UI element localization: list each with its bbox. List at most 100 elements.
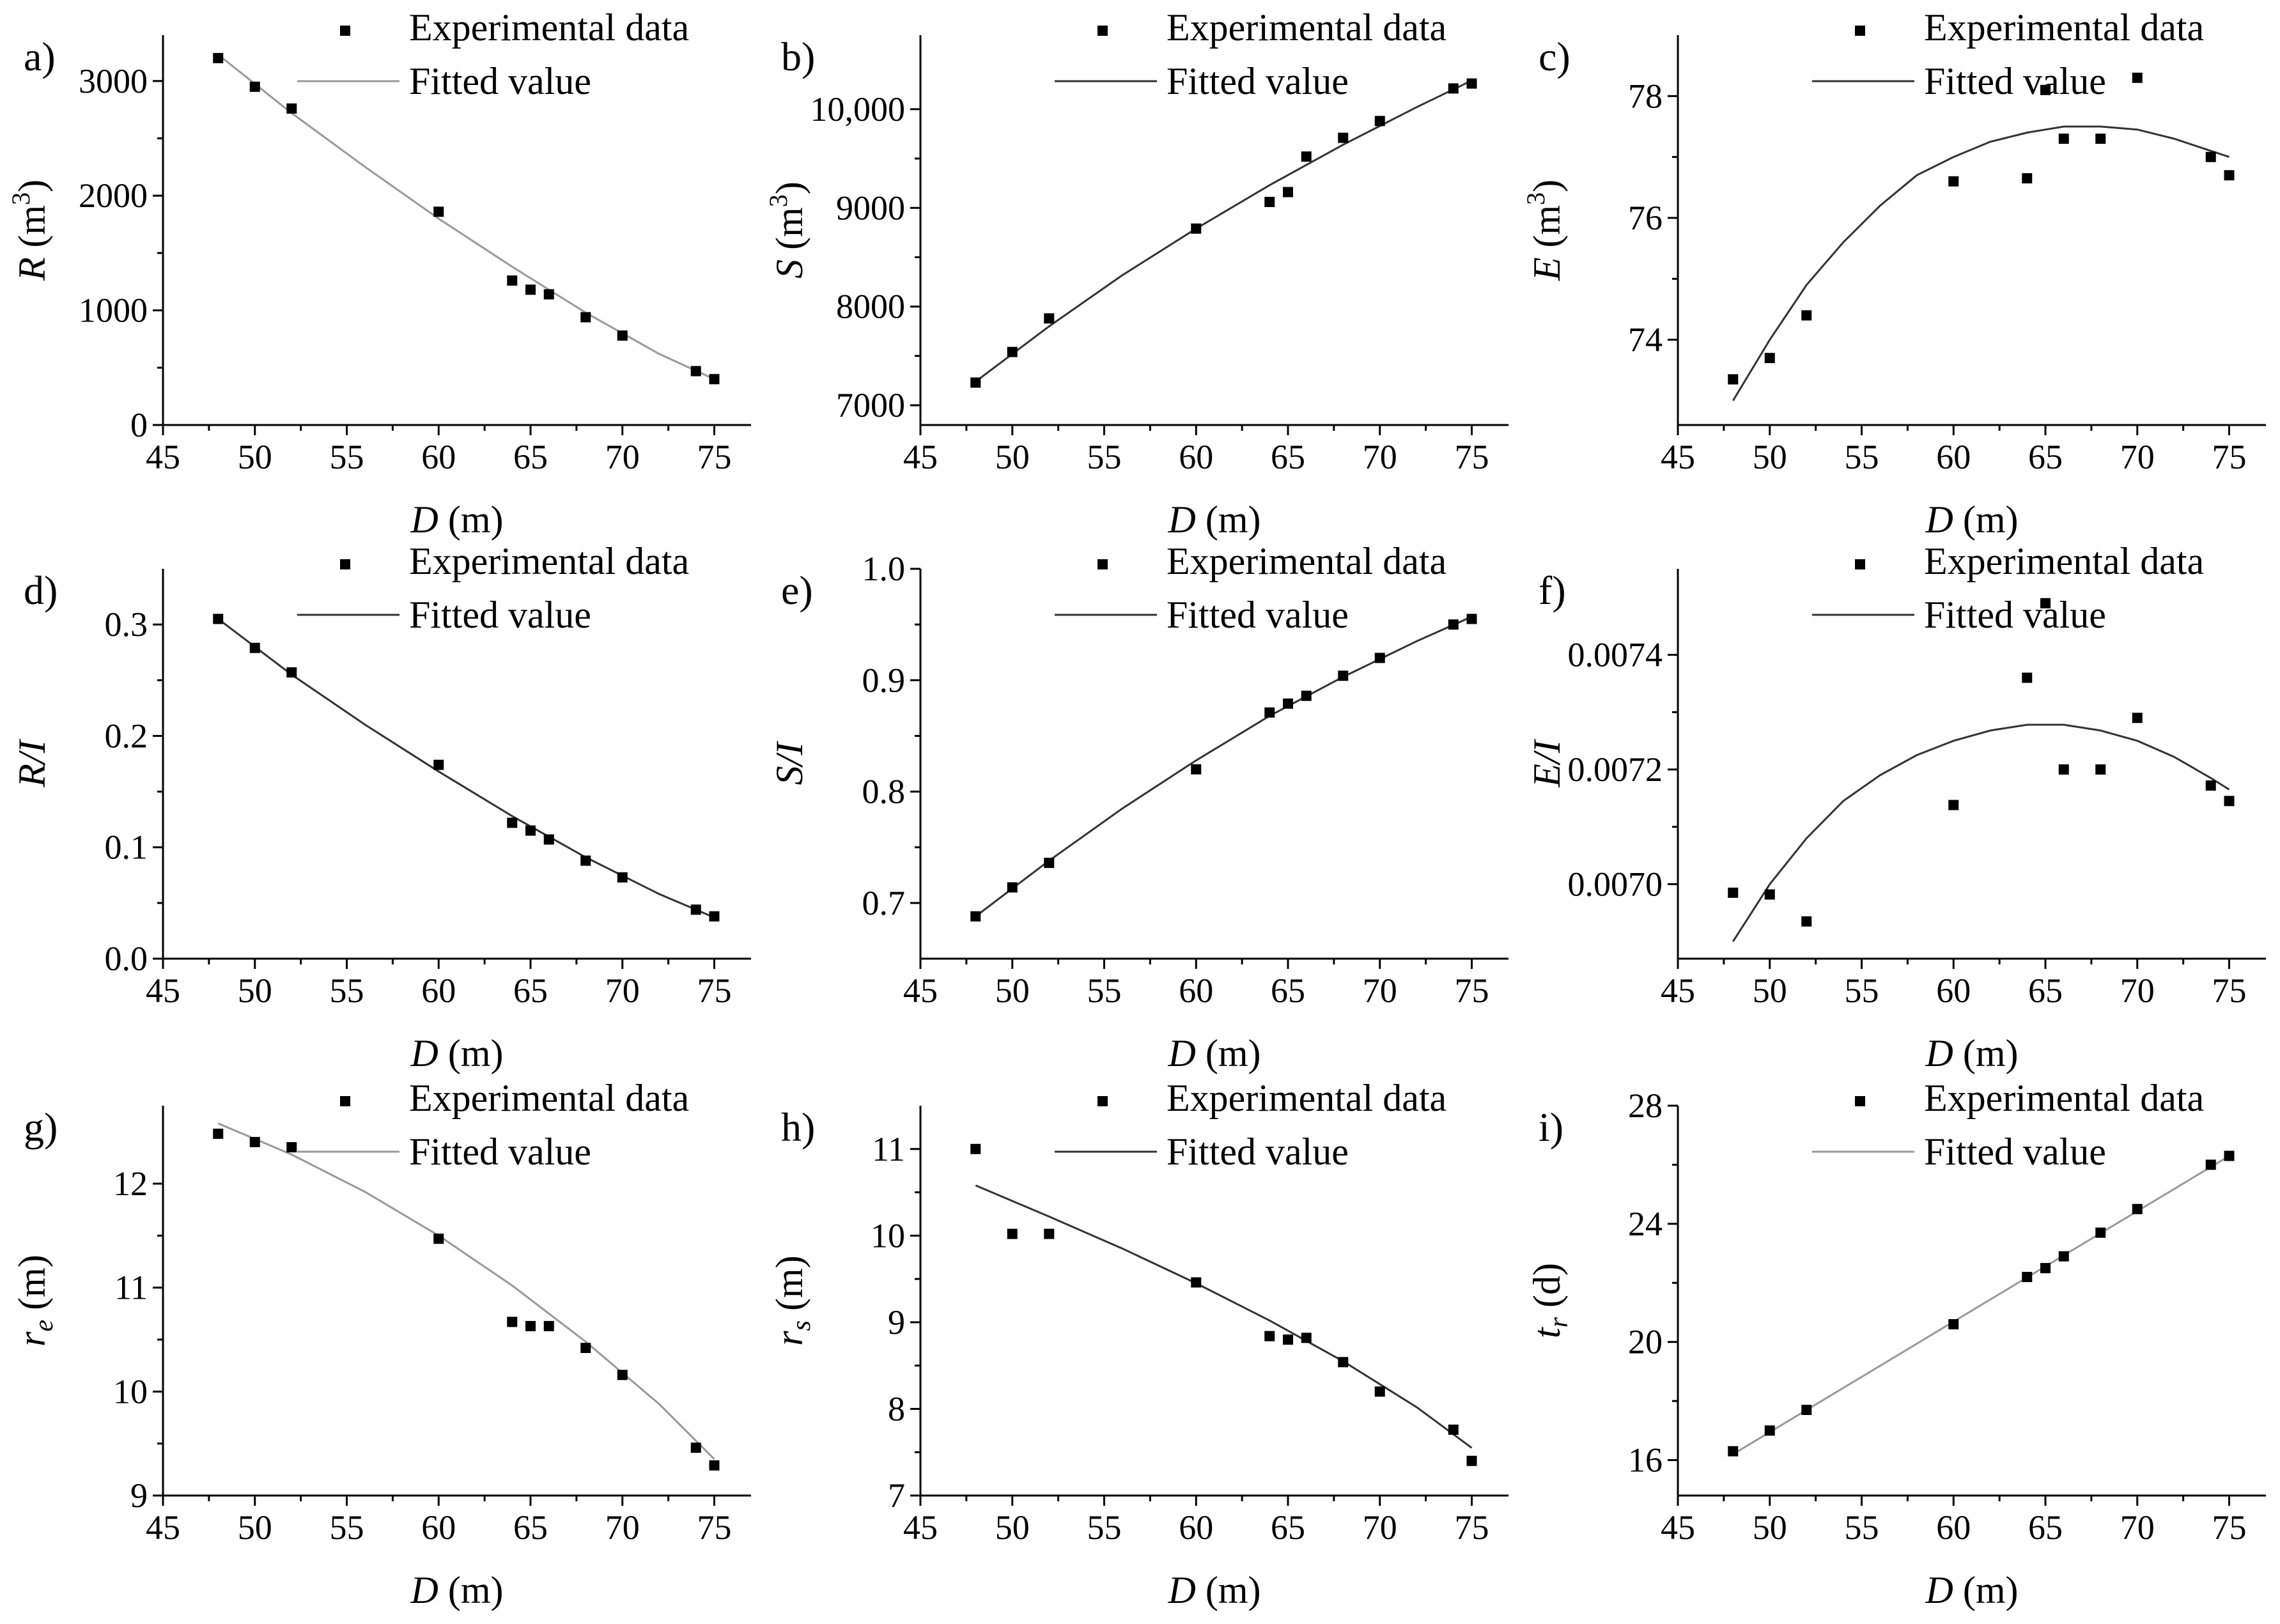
y-tick-label: 0.8 bbox=[862, 773, 906, 811]
x-tick-label: 70 bbox=[1363, 438, 1397, 476]
legend-label-fitted: Fitted value bbox=[1924, 60, 2106, 102]
data-point bbox=[286, 103, 297, 114]
y-tick-label: 11 bbox=[872, 1130, 905, 1168]
y-tick-label: 74 bbox=[1628, 321, 1663, 359]
x-tick-label: 45 bbox=[1661, 1508, 1695, 1547]
data-point bbox=[2058, 1251, 2069, 1262]
data-point bbox=[970, 377, 981, 388]
legend-label-experimental: Experimental data bbox=[1924, 540, 2204, 582]
data-point bbox=[249, 81, 260, 92]
x-tick-label: 65 bbox=[2028, 438, 2063, 476]
x-tick-label: 60 bbox=[1936, 971, 1971, 1010]
x-tick-label: 55 bbox=[1087, 438, 1122, 476]
legend-label-experimental: Experimental data bbox=[1924, 1077, 2204, 1119]
data-point bbox=[1283, 698, 1293, 709]
fitted-curve bbox=[217, 54, 715, 380]
y-tick-label: 0 bbox=[130, 406, 148, 444]
y-axis-title: R/I bbox=[11, 738, 53, 787]
y-tick-label: 76 bbox=[1628, 199, 1663, 237]
y-axis-var: R/I bbox=[11, 738, 53, 787]
x-tick-label: 75 bbox=[2212, 438, 2247, 476]
data-point bbox=[1466, 1455, 1477, 1466]
legend-label-fitted: Fitted value bbox=[1167, 594, 1349, 636]
x-axis-title: D (m) bbox=[1168, 499, 1261, 541]
y-axis-unit: (d) bbox=[1526, 1263, 1568, 1317]
data-point bbox=[709, 1460, 720, 1471]
x-tick-label: 55 bbox=[330, 971, 364, 1010]
x-axis-title: D (m) bbox=[410, 1032, 504, 1074]
panel-label: b) bbox=[781, 34, 815, 79]
legend-label-experimental: Experimental data bbox=[409, 1077, 689, 1119]
data-point bbox=[2022, 672, 2033, 683]
x-axis-var: D bbox=[1925, 1032, 1953, 1074]
x-tick-label: 75 bbox=[1455, 438, 1489, 476]
x-axis-var: D bbox=[1168, 499, 1196, 541]
y-tick-label: 1000 bbox=[79, 291, 148, 330]
data-point bbox=[1801, 1404, 1812, 1415]
x-tick-label: 45 bbox=[146, 971, 180, 1010]
legend-marker-experimental bbox=[340, 1096, 350, 1106]
data-point bbox=[433, 759, 444, 770]
y-axis-unit: (m bbox=[768, 207, 810, 259]
data-point bbox=[1948, 176, 1959, 187]
data-point bbox=[2058, 764, 2069, 775]
legend-marker-experimental bbox=[1855, 26, 1865, 36]
x-tick-label: 45 bbox=[146, 1508, 180, 1547]
data-point bbox=[1801, 916, 1812, 927]
data-point bbox=[1728, 1446, 1739, 1457]
data-point bbox=[2224, 1150, 2235, 1161]
legend-label-experimental: Experimental data bbox=[409, 540, 689, 582]
y-tick-label: 2000 bbox=[79, 176, 148, 215]
x-axis-unit: (m) bbox=[438, 1032, 504, 1074]
legend-marker-experimental bbox=[1097, 26, 1108, 36]
y-tick-label: 1.0 bbox=[862, 550, 906, 588]
data-point bbox=[2040, 1263, 2051, 1274]
x-tick-label: 75 bbox=[2212, 1508, 2247, 1547]
data-point bbox=[2095, 764, 2106, 775]
y-axis-var: t bbox=[1526, 1327, 1568, 1338]
data-point bbox=[970, 911, 981, 922]
x-axis-unit: (m) bbox=[1196, 1032, 1261, 1074]
x-axis-title: D (m) bbox=[410, 499, 504, 541]
x-tick-label: 60 bbox=[421, 971, 456, 1010]
x-tick-label: 50 bbox=[1753, 971, 1787, 1010]
x-axis-unit: (m) bbox=[438, 1569, 504, 1611]
x-tick-label: 60 bbox=[421, 1508, 456, 1547]
data-point bbox=[1466, 78, 1477, 89]
data-point bbox=[286, 1142, 297, 1153]
data-point bbox=[2095, 134, 2106, 144]
x-axis-unit: (m) bbox=[1953, 499, 2019, 541]
y-axis-var: R bbox=[11, 257, 53, 281]
data-point bbox=[2058, 134, 2069, 144]
legend-label-experimental: Experimental data bbox=[1167, 540, 1446, 582]
x-tick-label: 45 bbox=[146, 438, 180, 476]
x-axis-var: D bbox=[410, 1032, 438, 1074]
y-axis-title: R (m3) bbox=[6, 180, 53, 281]
x-axis-unit: (m) bbox=[1953, 1569, 2019, 1611]
x-axis-var: D bbox=[1168, 1032, 1196, 1074]
data-point bbox=[1764, 353, 1775, 364]
y-axis-superscript: 3 bbox=[6, 192, 35, 205]
legend-label-fitted: Fitted value bbox=[1167, 60, 1349, 102]
data-point bbox=[617, 330, 628, 341]
fitted-curve bbox=[975, 615, 1473, 917]
data-point bbox=[1283, 187, 1293, 197]
y-axis-close: ) bbox=[768, 182, 810, 194]
data-point bbox=[1374, 116, 1385, 127]
x-tick-label: 45 bbox=[1661, 438, 1695, 476]
data-point bbox=[507, 275, 518, 286]
data-point bbox=[2205, 151, 2216, 162]
data-point bbox=[433, 1233, 444, 1244]
data-point bbox=[1301, 690, 1312, 701]
data-point bbox=[1264, 1331, 1275, 1342]
y-tick-label: 0.3 bbox=[105, 605, 148, 644]
data-point bbox=[1301, 151, 1312, 162]
panel-label: f) bbox=[1539, 568, 1566, 613]
x-tick-label: 65 bbox=[1271, 438, 1305, 476]
y-axis-var: r bbox=[11, 1331, 53, 1347]
legend-marker-experimental bbox=[1855, 1096, 1865, 1106]
x-tick-label: 65 bbox=[513, 971, 548, 1010]
